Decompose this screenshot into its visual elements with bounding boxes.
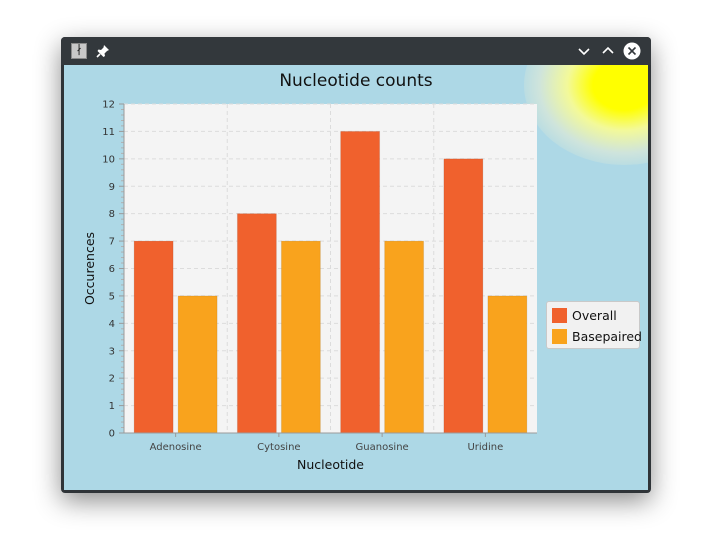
- chart-area: Nucleotide counts 0 1 2 3 4 5 6 7 8 9 10 11 12 Adenos…: [64, 65, 648, 490]
- bar-overall-guanosine: [340, 130, 381, 434]
- y-tick-label: 4: [109, 319, 115, 330]
- bar-basepaired-adenosine: [177, 295, 218, 434]
- y-tick-label: 3: [109, 346, 115, 357]
- y-tick-label: 5: [109, 291, 115, 302]
- chart-title: Nucleotide counts: [279, 71, 433, 91]
- close-icon[interactable]: [623, 42, 641, 60]
- legend-swatch-overall: [552, 308, 567, 323]
- title-bar[interactable]: ∤: [61, 37, 651, 65]
- maximize-icon[interactable]: [599, 42, 617, 60]
- bar-basepaired-guanosine: [384, 240, 425, 434]
- y-tick-label: 1: [109, 401, 115, 412]
- app-icon: ∤: [71, 43, 87, 59]
- y-tick-label: 7: [109, 237, 115, 248]
- y-axis-label: Occurences: [82, 232, 97, 305]
- legend-swatch-basepaired: [552, 329, 567, 344]
- y-tick-label: 11: [102, 127, 115, 138]
- x-axis-label: Nucleotide: [297, 457, 364, 472]
- bar-basepaired-uridine: [487, 295, 528, 434]
- x-tick-label: Cytosine: [257, 442, 300, 453]
- x-tick-label: Uridine: [467, 442, 503, 453]
- legend-label-overall: Overall: [572, 308, 617, 323]
- x-tick-label: Guanosine: [356, 442, 409, 453]
- bar-basepaired-cytosine: [280, 240, 321, 434]
- y-tick-label: 9: [109, 182, 115, 193]
- legend-label-basepaired: Basepaired: [572, 329, 642, 344]
- bar-overall-uridine: [443, 158, 484, 434]
- y-tick-label: 2: [109, 374, 115, 385]
- bar-overall-cytosine: [236, 213, 277, 434]
- app-window: ∤ Nucleotide counts 0 1 2 3 4 5 6 7 8 9 10 11 12 Aden…: [61, 37, 651, 493]
- x-tick-label: Adenosine: [150, 442, 202, 453]
- legend: Overall Basepaired: [546, 301, 642, 349]
- y-tick-label: 6: [109, 264, 115, 275]
- y-tick-label: 10: [102, 154, 115, 165]
- y-tick-label: 0: [109, 429, 115, 440]
- minimize-icon[interactable]: [575, 42, 593, 60]
- y-tick-label: 12: [102, 100, 115, 111]
- bar-overall-adenosine: [133, 240, 174, 434]
- pin-icon[interactable]: [95, 43, 111, 59]
- y-tick-label: 8: [109, 209, 115, 220]
